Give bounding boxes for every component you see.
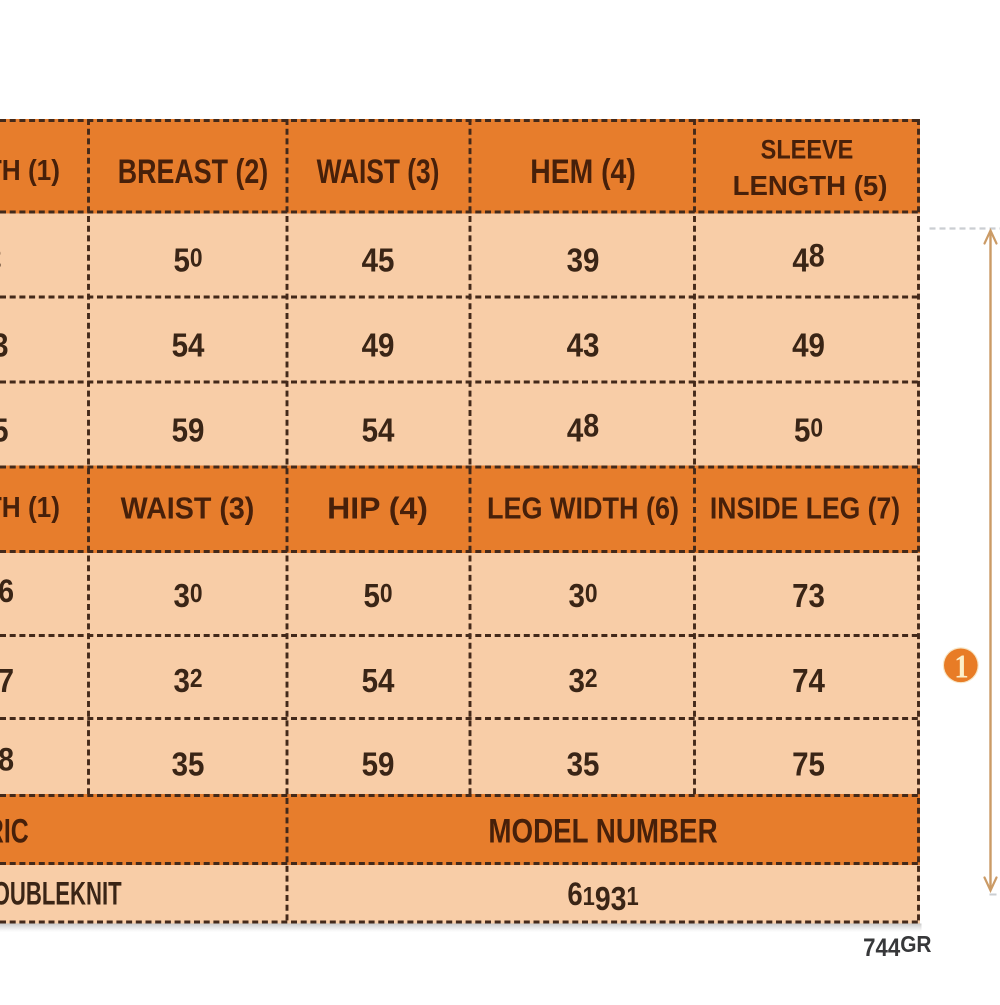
svg-text:48: 48: [792, 239, 824, 279]
svg-text:54: 54: [362, 663, 395, 700]
svg-text:LEG WIDTH (6): LEG WIDTH (6): [487, 492, 679, 526]
svg-text:HIP (4): HIP (4): [327, 491, 428, 525]
svg-text:45: 45: [362, 242, 395, 279]
svg-text:48: 48: [567, 409, 599, 449]
svg-text:FABRIC: FABRIC: [0, 813, 29, 851]
svg-text:WAIST (3): WAIST (3): [121, 492, 255, 526]
svg-text:744GR: 744GR: [863, 931, 931, 961]
svg-text:50: 50: [363, 578, 392, 615]
svg-text:74: 74: [792, 663, 825, 700]
svg-text:SLEEVE: SLEEVE: [761, 135, 854, 165]
svg-text:59: 59: [172, 412, 205, 449]
svg-text:MODEL NUMBER: MODEL NUMBER: [488, 812, 717, 851]
svg-text:1: 1: [954, 647, 968, 685]
svg-text:61931: 61931: [567, 877, 638, 918]
svg-text:LENGTH (1): LENGTH (1): [0, 491, 60, 523]
svg-text:35: 35: [172, 746, 205, 783]
svg-text:HEM (4): HEM (4): [530, 151, 636, 190]
svg-text:98: 98: [0, 743, 14, 783]
svg-text:63: 63: [0, 324, 8, 364]
svg-text:73: 73: [792, 578, 825, 615]
svg-text:32: 32: [568, 663, 597, 700]
svg-text:59: 59: [362, 746, 395, 783]
svg-text:54: 54: [362, 412, 395, 449]
svg-text:50: 50: [794, 412, 823, 449]
svg-text:30: 30: [568, 578, 597, 615]
svg-text:50: 50: [173, 242, 202, 279]
svg-text:96: 96: [0, 575, 14, 615]
svg-text:39: 39: [567, 242, 600, 279]
svg-text:54: 54: [172, 327, 205, 364]
svg-text:INSIDE LEG (7): INSIDE LEG (7): [710, 492, 900, 526]
svg-text:LENGTH (1): LENGTH (1): [0, 154, 60, 186]
svg-text:75: 75: [792, 746, 825, 783]
svg-text:32: 32: [173, 663, 202, 700]
svg-text:35: 35: [567, 746, 600, 783]
svg-text:65: 65: [0, 409, 8, 449]
svg-text:49: 49: [792, 327, 825, 364]
svg-text:LENGTH (5): LENGTH (5): [733, 170, 888, 201]
svg-text:BREAST (2): BREAST (2): [118, 152, 268, 191]
svg-text:62: 62: [0, 239, 2, 274]
svg-text:30: 30: [173, 578, 202, 615]
svg-text:DOUBLEKNIT: DOUBLEKNIT: [0, 875, 122, 911]
svg-text:WAIST (3): WAIST (3): [317, 151, 440, 190]
svg-text:43: 43: [567, 327, 600, 364]
svg-text:97: 97: [0, 663, 14, 700]
svg-text:49: 49: [362, 327, 395, 364]
